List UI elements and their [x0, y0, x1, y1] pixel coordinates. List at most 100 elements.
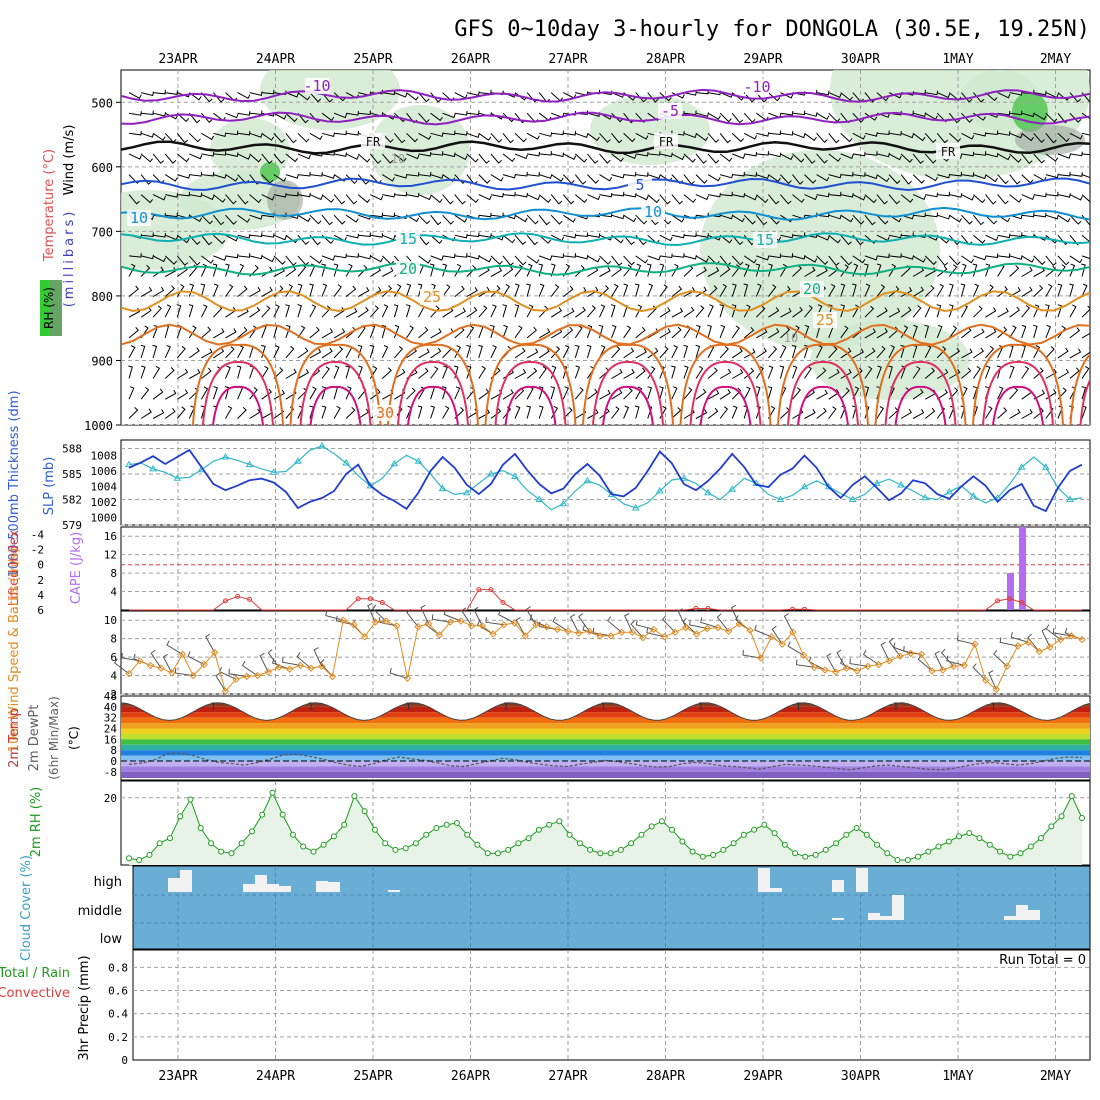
wind-barb [406, 92, 419, 101]
wind-barb [900, 174, 912, 185]
wind-barb [768, 346, 778, 359]
rh2m-point [587, 846, 594, 853]
wind-barb [538, 214, 551, 226]
wind-barb [671, 214, 685, 223]
wind10m-speed-point [928, 667, 936, 675]
temp-max-marker: I [503, 702, 509, 713]
wind-barb [236, 365, 242, 379]
wind10m-speed-point [339, 616, 347, 624]
cloud-bar [770, 888, 782, 892]
wind-barb [900, 306, 912, 318]
wind-barb [152, 409, 165, 419]
isotherm-label-bg [936, 143, 960, 159]
wind-barb [611, 132, 623, 144]
thickness-axis-label: 1000-500mb Thickness (dm) [7, 390, 22, 577]
rh2m-point [259, 811, 266, 818]
wind10m-barb [228, 668, 247, 677]
wind-barb [575, 306, 586, 318]
wind-barb [442, 214, 454, 225]
wind-barb [695, 286, 707, 298]
temperature-band [121, 771, 1090, 778]
wind-barb [985, 234, 999, 241]
cloud-bar [168, 878, 180, 892]
rh2m-point [505, 846, 512, 853]
cape-bars [1007, 527, 1026, 610]
wind-barb [152, 365, 161, 379]
temperature-line [121, 702, 1090, 721]
wind-barb [731, 368, 744, 379]
temperature-axis-label: Temperature (°C) [42, 149, 57, 262]
wind-barb [201, 255, 214, 264]
wind10m-barb [525, 606, 537, 626]
wind-barb [358, 110, 371, 116]
warm-lobe-inner [504, 385, 557, 425]
wind-barb [538, 386, 544, 400]
wind-barb [140, 344, 146, 359]
run-total-label: Run Total = 0 [999, 953, 1086, 968]
wind-barb [961, 132, 975, 140]
wind-barb [1045, 191, 1059, 197]
rh2m-point [320, 841, 327, 848]
wind-barb [888, 285, 900, 297]
wind-barb [261, 153, 273, 164]
wind10m-speed-point [425, 620, 433, 628]
rh2m-point [802, 853, 809, 860]
wind-barb [128, 345, 136, 359]
wind-barb [719, 234, 733, 244]
wind10m-barb [569, 613, 580, 634]
rh2m-point [648, 823, 655, 830]
wind-barb [212, 263, 218, 277]
wind-barb [249, 194, 262, 204]
rh2m-point [310, 848, 317, 855]
wind-barb [406, 153, 420, 160]
thickness-marker [969, 492, 978, 499]
wind-barb [671, 285, 683, 297]
wind-barb [490, 255, 503, 265]
wind-barb [611, 214, 625, 220]
wind-barb [140, 286, 153, 298]
wind-barb [237, 285, 248, 297]
rh2m-tick-label: 20 [104, 792, 117, 805]
wind10m-speed-point [285, 665, 294, 673]
warm-lobe-outer [777, 343, 869, 425]
isotherm-label-bg [654, 133, 678, 149]
wind-barb [936, 132, 949, 144]
wind-barb [912, 324, 918, 339]
wind-barb [128, 153, 142, 160]
wind10m-barb [646, 627, 665, 638]
wind-barb [1045, 368, 1057, 379]
wind-barb [141, 232, 154, 238]
wind-barb [973, 255, 987, 261]
rh2m-point [1048, 823, 1055, 830]
warm-lobe-mid [1079, 378, 1090, 425]
wind-barb [381, 324, 387, 339]
wind-barb [912, 255, 926, 263]
wind10m-speed-point [917, 650, 926, 659]
wind-barb [502, 234, 516, 244]
wind10m-barb [431, 614, 451, 623]
wind-barb [635, 386, 643, 400]
wind-barb [840, 214, 854, 223]
wind-barb [719, 346, 729, 359]
wind-barb [900, 287, 913, 298]
wind-barb [973, 194, 986, 204]
wind-barb [936, 346, 947, 359]
wind-barb [575, 132, 589, 139]
wind-barb [623, 368, 635, 379]
wind10m-speed-point [360, 633, 369, 641]
wind-barb [128, 111, 142, 116]
bottom-date-label: 25APR [353, 1069, 392, 1084]
thickness-marker [631, 504, 640, 511]
wind-barb [550, 307, 563, 318]
wind-barb [394, 132, 406, 144]
wind-barb [840, 132, 853, 143]
bottom-date-label: 29APR [743, 1069, 782, 1084]
wind-barb [237, 406, 247, 419]
rh2m-point [751, 826, 758, 833]
wind-barb [538, 234, 552, 244]
rh2m-point [279, 811, 286, 818]
wind-barb [490, 324, 495, 339]
wind-barb [1033, 345, 1041, 359]
